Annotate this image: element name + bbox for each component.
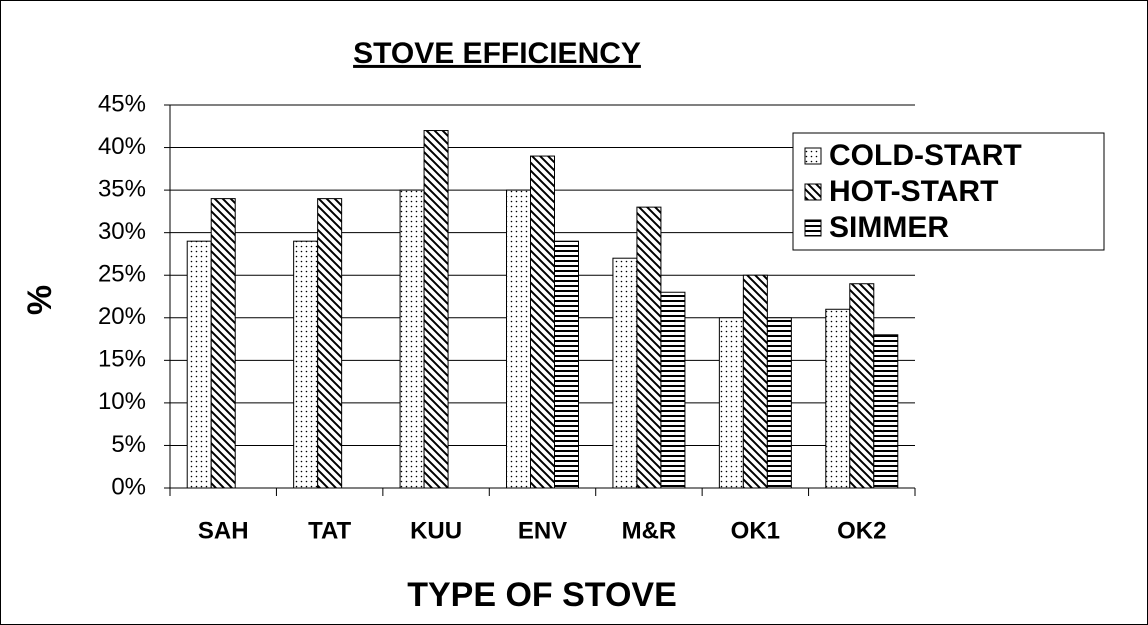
bar (293, 240, 319, 489)
legend-label: SIMMER (829, 211, 949, 244)
y-axis-title: % (21, 285, 59, 315)
bar (317, 198, 343, 489)
y-tick-label: 5% (111, 431, 146, 458)
y-tick-label: 30% (98, 218, 146, 245)
y-tick-label: 10% (98, 388, 146, 415)
bar (636, 206, 662, 489)
x-tick-label: KUU (410, 517, 462, 544)
y-tick-label: 35% (98, 175, 146, 202)
bar (506, 189, 531, 489)
legend-swatch (804, 183, 822, 201)
bar (612, 257, 638, 489)
legend-label: COLD-START (829, 139, 1022, 172)
y-tick-label: 40% (98, 133, 146, 160)
bar (766, 317, 792, 489)
x-axis-title: TYPE OF STOVE (407, 576, 677, 614)
x-tick-label: TAT (308, 517, 351, 544)
y-tick-label: 45% (98, 90, 146, 117)
y-tick-label: 0% (111, 473, 146, 500)
legend-label: HOT-START (829, 175, 998, 208)
bar (423, 130, 449, 489)
bar (660, 291, 686, 489)
bar (399, 189, 425, 489)
chart-title: STOVE EFFICIENCY (353, 37, 641, 70)
x-tick-label: OK1 (731, 517, 780, 544)
bar (873, 334, 899, 489)
x-tick-label: SAH (198, 517, 249, 544)
bar (210, 198, 236, 489)
bar (742, 274, 768, 489)
bar (849, 283, 875, 489)
bar (554, 240, 579, 489)
bar (186, 240, 212, 489)
legend-swatch (804, 147, 822, 165)
legend-box (792, 132, 1105, 251)
bar (530, 155, 555, 489)
y-tick-label: 15% (98, 346, 146, 373)
y-tick-label: 20% (98, 303, 146, 330)
bar (825, 308, 851, 489)
legend-swatch (804, 219, 822, 237)
x-tick-label: ENV (518, 517, 567, 544)
x-tick-label: OK2 (837, 517, 886, 544)
bar (718, 317, 744, 489)
y-tick-label: 25% (98, 261, 146, 288)
x-tick-label: M&R (622, 517, 677, 544)
